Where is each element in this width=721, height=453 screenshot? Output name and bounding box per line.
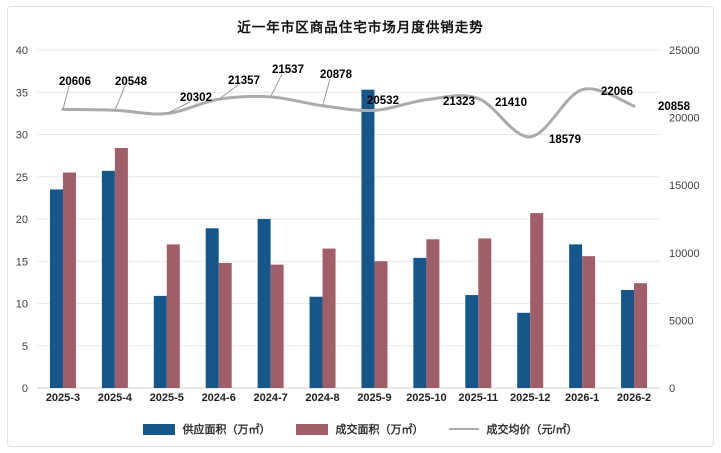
- deal-bar: [322, 248, 336, 388]
- x-axis-label: 2025-3: [46, 392, 80, 404]
- x-axis-label: 2024-7: [253, 392, 287, 404]
- left-axis-tick-label: 20: [16, 214, 28, 226]
- deal-bar: [62, 172, 76, 388]
- deal-bar: [374, 261, 388, 388]
- left-axis-tick-label: 10: [16, 299, 28, 311]
- legend-item-supply: 供应面积（万㎡）: [143, 421, 270, 437]
- price-point-label: 20878: [320, 69, 353, 81]
- price-point-label: 20548: [115, 76, 148, 88]
- right-axis-tick-label: 0: [669, 383, 675, 395]
- x-axis-label: 2024-8: [305, 392, 339, 404]
- left-axis-tick-label: 15: [16, 256, 28, 268]
- price-point-label: 20302: [180, 92, 212, 104]
- deal-bar: [166, 244, 180, 388]
- supply-bar: [49, 189, 63, 388]
- price-point-label: 22066: [601, 86, 633, 98]
- x-axis-label: 2025-9: [357, 392, 391, 404]
- price-point-label: 21537: [272, 64, 304, 76]
- left-axis-tick-label: 30: [16, 130, 28, 142]
- left-axis-tick-label: 40: [16, 45, 28, 57]
- supply-legend-swatch: [143, 423, 176, 435]
- deal-bar: [114, 148, 128, 388]
- right-axis-tick-label: 10000: [669, 248, 700, 260]
- supply-bar: [413, 257, 427, 388]
- supply-bar: [361, 89, 375, 388]
- supply-bar: [205, 228, 219, 388]
- price-point-label: 20858: [658, 101, 691, 113]
- left-axis-tick-label: 25: [16, 172, 28, 184]
- left-axis-tick-label: 0: [22, 383, 28, 395]
- price-point-label: 20532: [367, 95, 399, 107]
- price-point-label: 18579: [549, 134, 581, 146]
- supply-bar: [101, 170, 115, 388]
- right-axis-tick-label: 25000: [669, 45, 700, 57]
- x-axis-label: 2024-6: [202, 392, 236, 404]
- x-axis-label: 2025-11: [458, 392, 498, 404]
- price-point-label: 21323: [443, 96, 475, 108]
- price-line: [61, 87, 636, 139]
- supply-bar: [465, 295, 479, 388]
- label-leader-line: [322, 78, 331, 106]
- right-axis-tick-label: 15000: [669, 180, 700, 192]
- supply-legend-label: 供应面积（万㎡）: [182, 424, 271, 436]
- x-axis-label: 2025-5: [150, 392, 184, 404]
- supply-bar: [517, 312, 531, 388]
- deal-bar: [478, 238, 492, 388]
- legend-item-deal: 成交面积（万㎡）: [296, 421, 423, 437]
- deal-bar: [270, 264, 284, 388]
- chart-legend: 供应面积（万㎡） 成交面积（万㎡） 成交均价（元/㎡）: [0, 421, 721, 437]
- deal-bar: [426, 239, 440, 388]
- deal-bar: [530, 213, 544, 388]
- deal-bar: [218, 262, 232, 388]
- left-axis-tick-label: 5: [22, 341, 28, 353]
- price-legend-swatch: [449, 427, 480, 431]
- x-axis-label: 2026-1: [565, 392, 599, 404]
- x-axis-label: 2025-10: [406, 392, 446, 404]
- legend-item-price: 成交均价（元/㎡）: [449, 421, 578, 437]
- chart-title: 近一年市区商品住宅市场月度供销走势: [237, 20, 484, 35]
- left-axis-tick-label: 35: [16, 87, 28, 99]
- deal-bar: [582, 256, 596, 388]
- supply-bar: [621, 289, 635, 388]
- price-point-label: 20606: [59, 76, 91, 88]
- supply-bar: [153, 295, 167, 388]
- price-legend-label: 成交均价（元/㎡）: [486, 424, 578, 436]
- deal-bar: [634, 283, 648, 388]
- deal-legend-label: 成交面积（万㎡）: [335, 424, 424, 436]
- right-axis-tick-label: 5000: [669, 315, 693, 327]
- label-leader-line: [166, 101, 191, 114]
- label-leader-line: [218, 84, 239, 100]
- label-leader-line: [114, 85, 126, 111]
- supply-bar: [569, 244, 583, 388]
- x-axis-label: 2026-2: [617, 392, 651, 404]
- price-point-label: 21410: [495, 97, 527, 109]
- label-leader-line: [270, 73, 283, 98]
- supply-bar: [257, 219, 271, 388]
- deal-legend-swatch: [296, 423, 329, 435]
- x-axis-label: 2025-12: [510, 392, 550, 404]
- supply-bar: [309, 296, 323, 388]
- x-axis-label: 2025-4: [98, 392, 133, 404]
- price-point-label: 21357: [228, 75, 260, 87]
- right-axis-tick-label: 20000: [669, 113, 700, 125]
- label-leader-line: [62, 85, 70, 110]
